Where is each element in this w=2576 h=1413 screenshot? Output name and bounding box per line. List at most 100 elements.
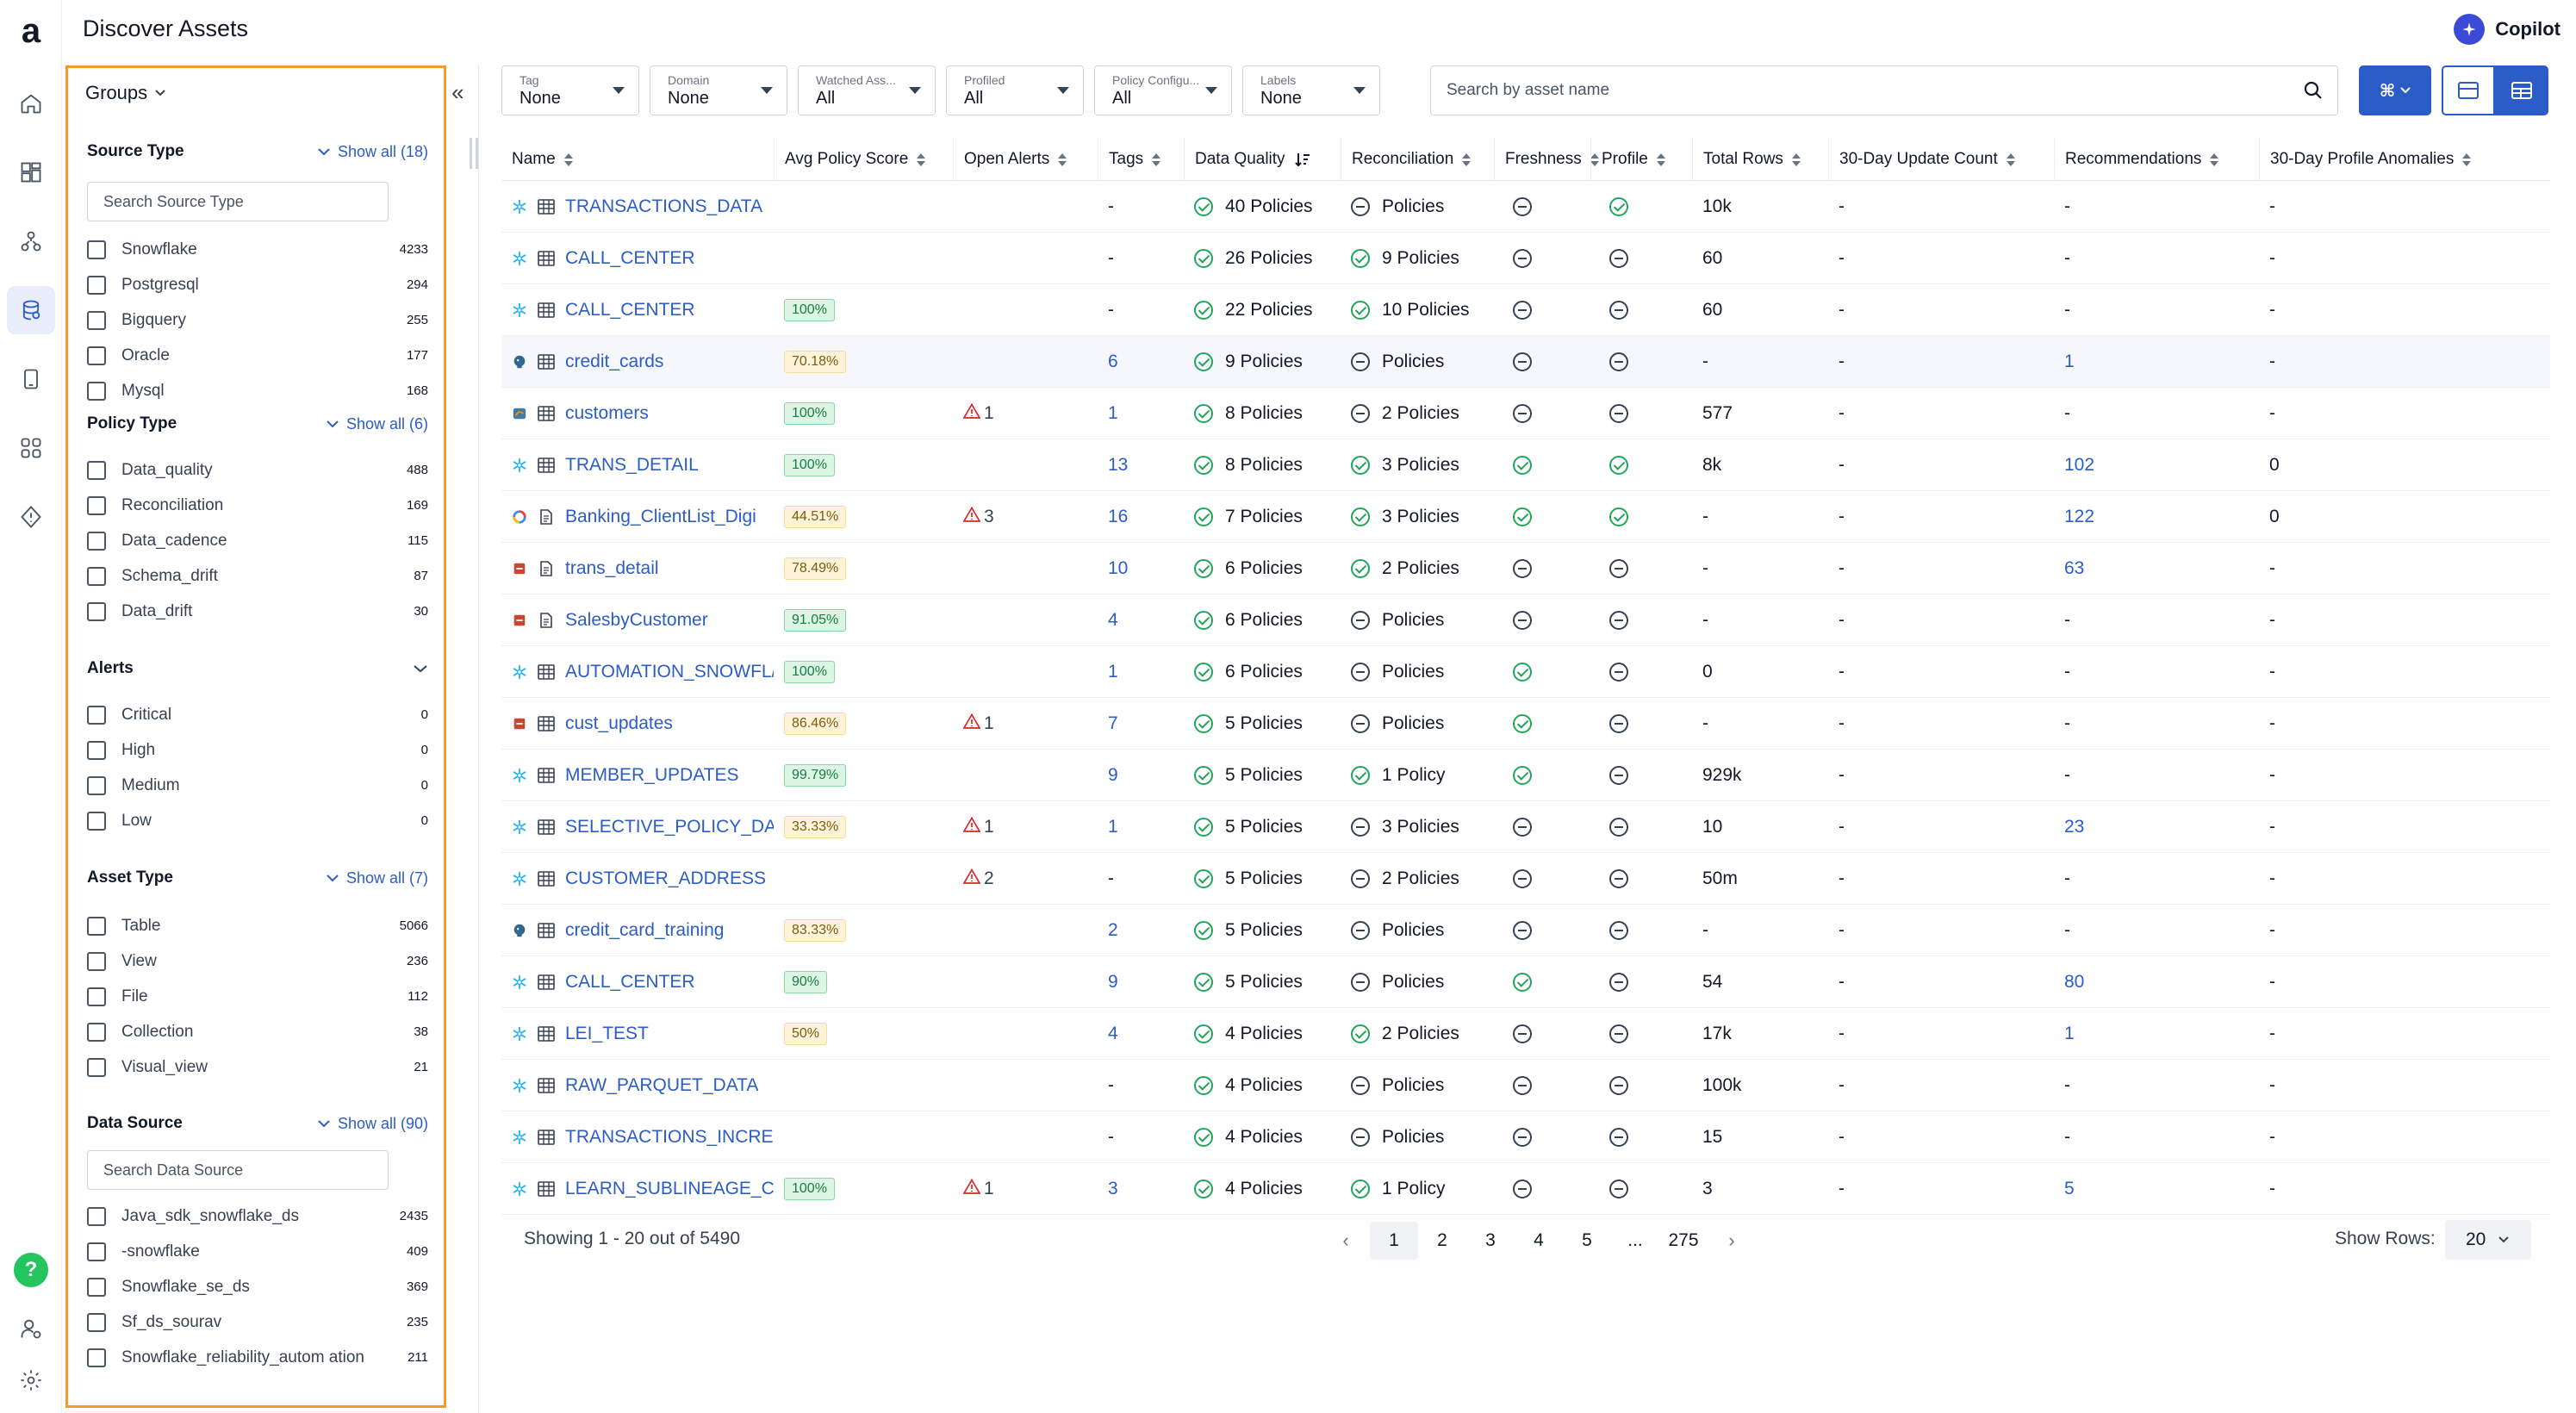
source-type-checkbox[interactable] <box>87 275 106 295</box>
reconciliation-policies[interactable]: 2 Policies <box>1382 403 1459 423</box>
chevron-down-icon[interactable] <box>413 664 428 673</box>
data-quality-policies[interactable]: 7 Policies <box>1225 507 1303 526</box>
asset-type-option[interactable]: View 236 <box>87 943 428 979</box>
tags-count[interactable]: 1 <box>1108 662 1118 682</box>
page-2-button[interactable]: 2 <box>1437 1230 1447 1250</box>
help-icon[interactable]: ? <box>14 1253 48 1287</box>
asset-name-link[interactable]: LEARN_SUBLINEAGE_CI <box>565 1179 774 1198</box>
table-row[interactable]: AUTOMATION_SNOWFL/100% 1 6 Policies Policie… <box>501 646 2550 698</box>
sort-icon[interactable] <box>1590 153 1599 166</box>
filter-labels-dropdown[interactable]: Labels None <box>1242 65 1380 115</box>
filter-policy-configu-dropdown[interactable]: Policy Configu... All <box>1094 65 1232 115</box>
asset-name-link[interactable]: TRANSACTIONS_INCREI <box>565 1127 774 1147</box>
reconciliation-policies[interactable]: 2 Policies <box>1382 868 1459 888</box>
data-quality-policies[interactable]: 5 Policies <box>1225 920 1303 940</box>
policy-type-checkbox[interactable] <box>87 531 106 551</box>
rows-per-page-select[interactable]: 20 <box>2445 1220 2531 1260</box>
data-quality-policies[interactable]: 6 Policies <box>1225 558 1303 578</box>
recommendations-value[interactable]: 102 <box>2064 455 2095 475</box>
open-alerts-badge[interactable]: 1 <box>962 402 994 424</box>
filter-watched-ass-dropdown[interactable]: Watched Ass... All <box>798 65 936 115</box>
table-row[interactable]: CALL_CENTER - 26 Policies 9 Policies 60 - - - <box>501 233 2550 284</box>
policy-type-option[interactable]: Schema_drift 87 <box>87 558 428 594</box>
data-quality-policies[interactable]: 5 Policies <box>1225 868 1303 888</box>
asset-type-checkbox[interactable] <box>87 916 106 936</box>
asset-name-link[interactable]: TRANSACTIONS_DATA <box>565 196 763 216</box>
policy-type-option[interactable]: Data_quality 488 <box>87 452 428 488</box>
column-header-30-day-update-count[interactable]: 30-Day Update Count <box>1828 138 2054 181</box>
data-quality-policies[interactable]: 8 Policies <box>1225 403 1303 423</box>
table-row[interactable]: RAW_PARQUET_DATA - 4 Policies Policies 100k -… <box>501 1060 2550 1111</box>
alert-checkbox[interactable] <box>87 811 106 831</box>
asset-type-show-all[interactable]: Show all (7) <box>326 869 428 887</box>
sort-icon[interactable] <box>2210 153 2219 166</box>
recommendations-value[interactable]: 5 <box>2064 1179 2075 1198</box>
data-quality-policies[interactable]: 22 Policies <box>1225 300 1313 320</box>
recommendations-value[interactable]: 80 <box>2064 972 2085 992</box>
discover-assets-icon[interactable] <box>7 286 55 334</box>
source-type-checkbox[interactable] <box>87 345 106 365</box>
policy-type-option[interactable]: Data_cadence 115 <box>87 523 428 558</box>
reconciliation-policies[interactable]: Policies <box>1382 352 1445 371</box>
policy-icon[interactable] <box>7 493 55 541</box>
reconciliation-policies[interactable]: 2 Policies <box>1382 1024 1459 1043</box>
data-source-option[interactable]: -snowflake 409 <box>87 1234 428 1269</box>
alert-option[interactable]: High 0 <box>87 732 428 768</box>
filter-profiled-dropdown[interactable]: Profiled All <box>946 65 1084 115</box>
alert-option[interactable]: Low 0 <box>87 803 428 838</box>
reconciliation-policies[interactable]: Policies <box>1382 1075 1445 1095</box>
page-5-button[interactable]: 5 <box>1582 1230 1592 1250</box>
admin-icon[interactable] <box>7 1304 55 1353</box>
data-source-checkbox[interactable] <box>87 1206 106 1226</box>
data-quality-policies[interactable]: 5 Policies <box>1225 972 1303 992</box>
policy-type-checkbox[interactable] <box>87 566 106 586</box>
recommendations-value[interactable]: 122 <box>2064 507 2095 526</box>
grid-view-button[interactable] <box>2495 65 2548 115</box>
sort-icon[interactable] <box>2006 153 2015 166</box>
source-type-option[interactable]: Oracle 177 <box>87 338 428 373</box>
column-header-name[interactable]: Name <box>501 138 774 181</box>
tags-count[interactable]: 2 <box>1108 920 1118 940</box>
page-1-button[interactable]: 1 <box>1370 1222 1418 1260</box>
table-row[interactable]: MEMBER_UPDATES 99.79% 9 5 Policies 1 Policy 9… <box>501 750 2550 801</box>
reconciliation-policies[interactable]: 1 Policy <box>1382 1179 1446 1198</box>
tags-count[interactable]: 9 <box>1108 972 1118 992</box>
asset-name-link[interactable]: cust_updates <box>565 713 673 733</box>
asset-name-link[interactable]: customers <box>565 403 649 423</box>
list-view-button[interactable] <box>2442 65 2495 115</box>
asset-name-link[interactable]: CUSTOMER_ADDRESS <box>565 868 766 888</box>
alert-option[interactable]: Critical 0 <box>87 697 428 732</box>
alert-option[interactable]: Medium 0 <box>87 768 428 803</box>
data-source-option[interactable]: Snowflake_se_ds 369 <box>87 1269 428 1304</box>
column-header-tags[interactable]: Tags <box>1098 138 1184 181</box>
home-icon[interactable] <box>7 79 55 128</box>
recommendations-value[interactable]: 23 <box>2064 817 2085 837</box>
source-type-option[interactable]: Snowflake 4233 <box>87 232 428 267</box>
chevron-right-icon[interactable]: › <box>1728 1229 1735 1251</box>
data-quality-policies[interactable]: 5 Policies <box>1225 817 1303 837</box>
source-type-checkbox[interactable] <box>87 310 106 330</box>
asset-search-input[interactable]: Search by asset name <box>1430 65 2338 115</box>
app-logo[interactable]: a <box>21 11 41 50</box>
source-type-option[interactable]: Postgresql 294 <box>87 267 428 302</box>
reconciliation-policies[interactable]: 3 Policies <box>1382 817 1459 837</box>
settings-gear-icon[interactable] <box>7 1356 55 1404</box>
asset-type-option[interactable]: File 112 <box>87 979 428 1014</box>
asset-type-checkbox[interactable] <box>87 1022 106 1042</box>
open-alerts-badge[interactable]: 2 <box>962 868 994 889</box>
policy-type-option[interactable]: Data_drift 30 <box>87 594 428 629</box>
table-row[interactable]: cust_updates 86.46% 1 7 5 Policies Policies - -… <box>501 698 2550 750</box>
reconciliation-policies[interactable]: 2 Policies <box>1382 558 1459 578</box>
column-header-open-alerts[interactable]: Open Alerts <box>953 138 1098 181</box>
table-row[interactable]: customers 100% 1 1 8 Policies 2 Policies 577 - -… <box>501 388 2550 439</box>
table-row[interactable]: SalesbyCustomer 91.05% 4 6 Policies Policies… <box>501 594 2550 646</box>
data-source-option[interactable]: Snowflake_reliability_autom ation 211 <box>87 1340 428 1375</box>
column-header-total-rows[interactable]: Total Rows <box>1692 138 1828 181</box>
asset-type-option[interactable]: Collection 38 <box>87 1014 428 1049</box>
asset-type-checkbox[interactable] <box>87 987 106 1006</box>
asset-type-option[interactable]: Table 5066 <box>87 908 428 943</box>
filter-domain-dropdown[interactable]: Domain None <box>650 65 787 115</box>
reconciliation-policies[interactable]: Policies <box>1382 920 1445 940</box>
tags-count[interactable]: 3 <box>1108 1179 1118 1198</box>
data-quality-policies[interactable]: 5 Policies <box>1225 713 1303 733</box>
